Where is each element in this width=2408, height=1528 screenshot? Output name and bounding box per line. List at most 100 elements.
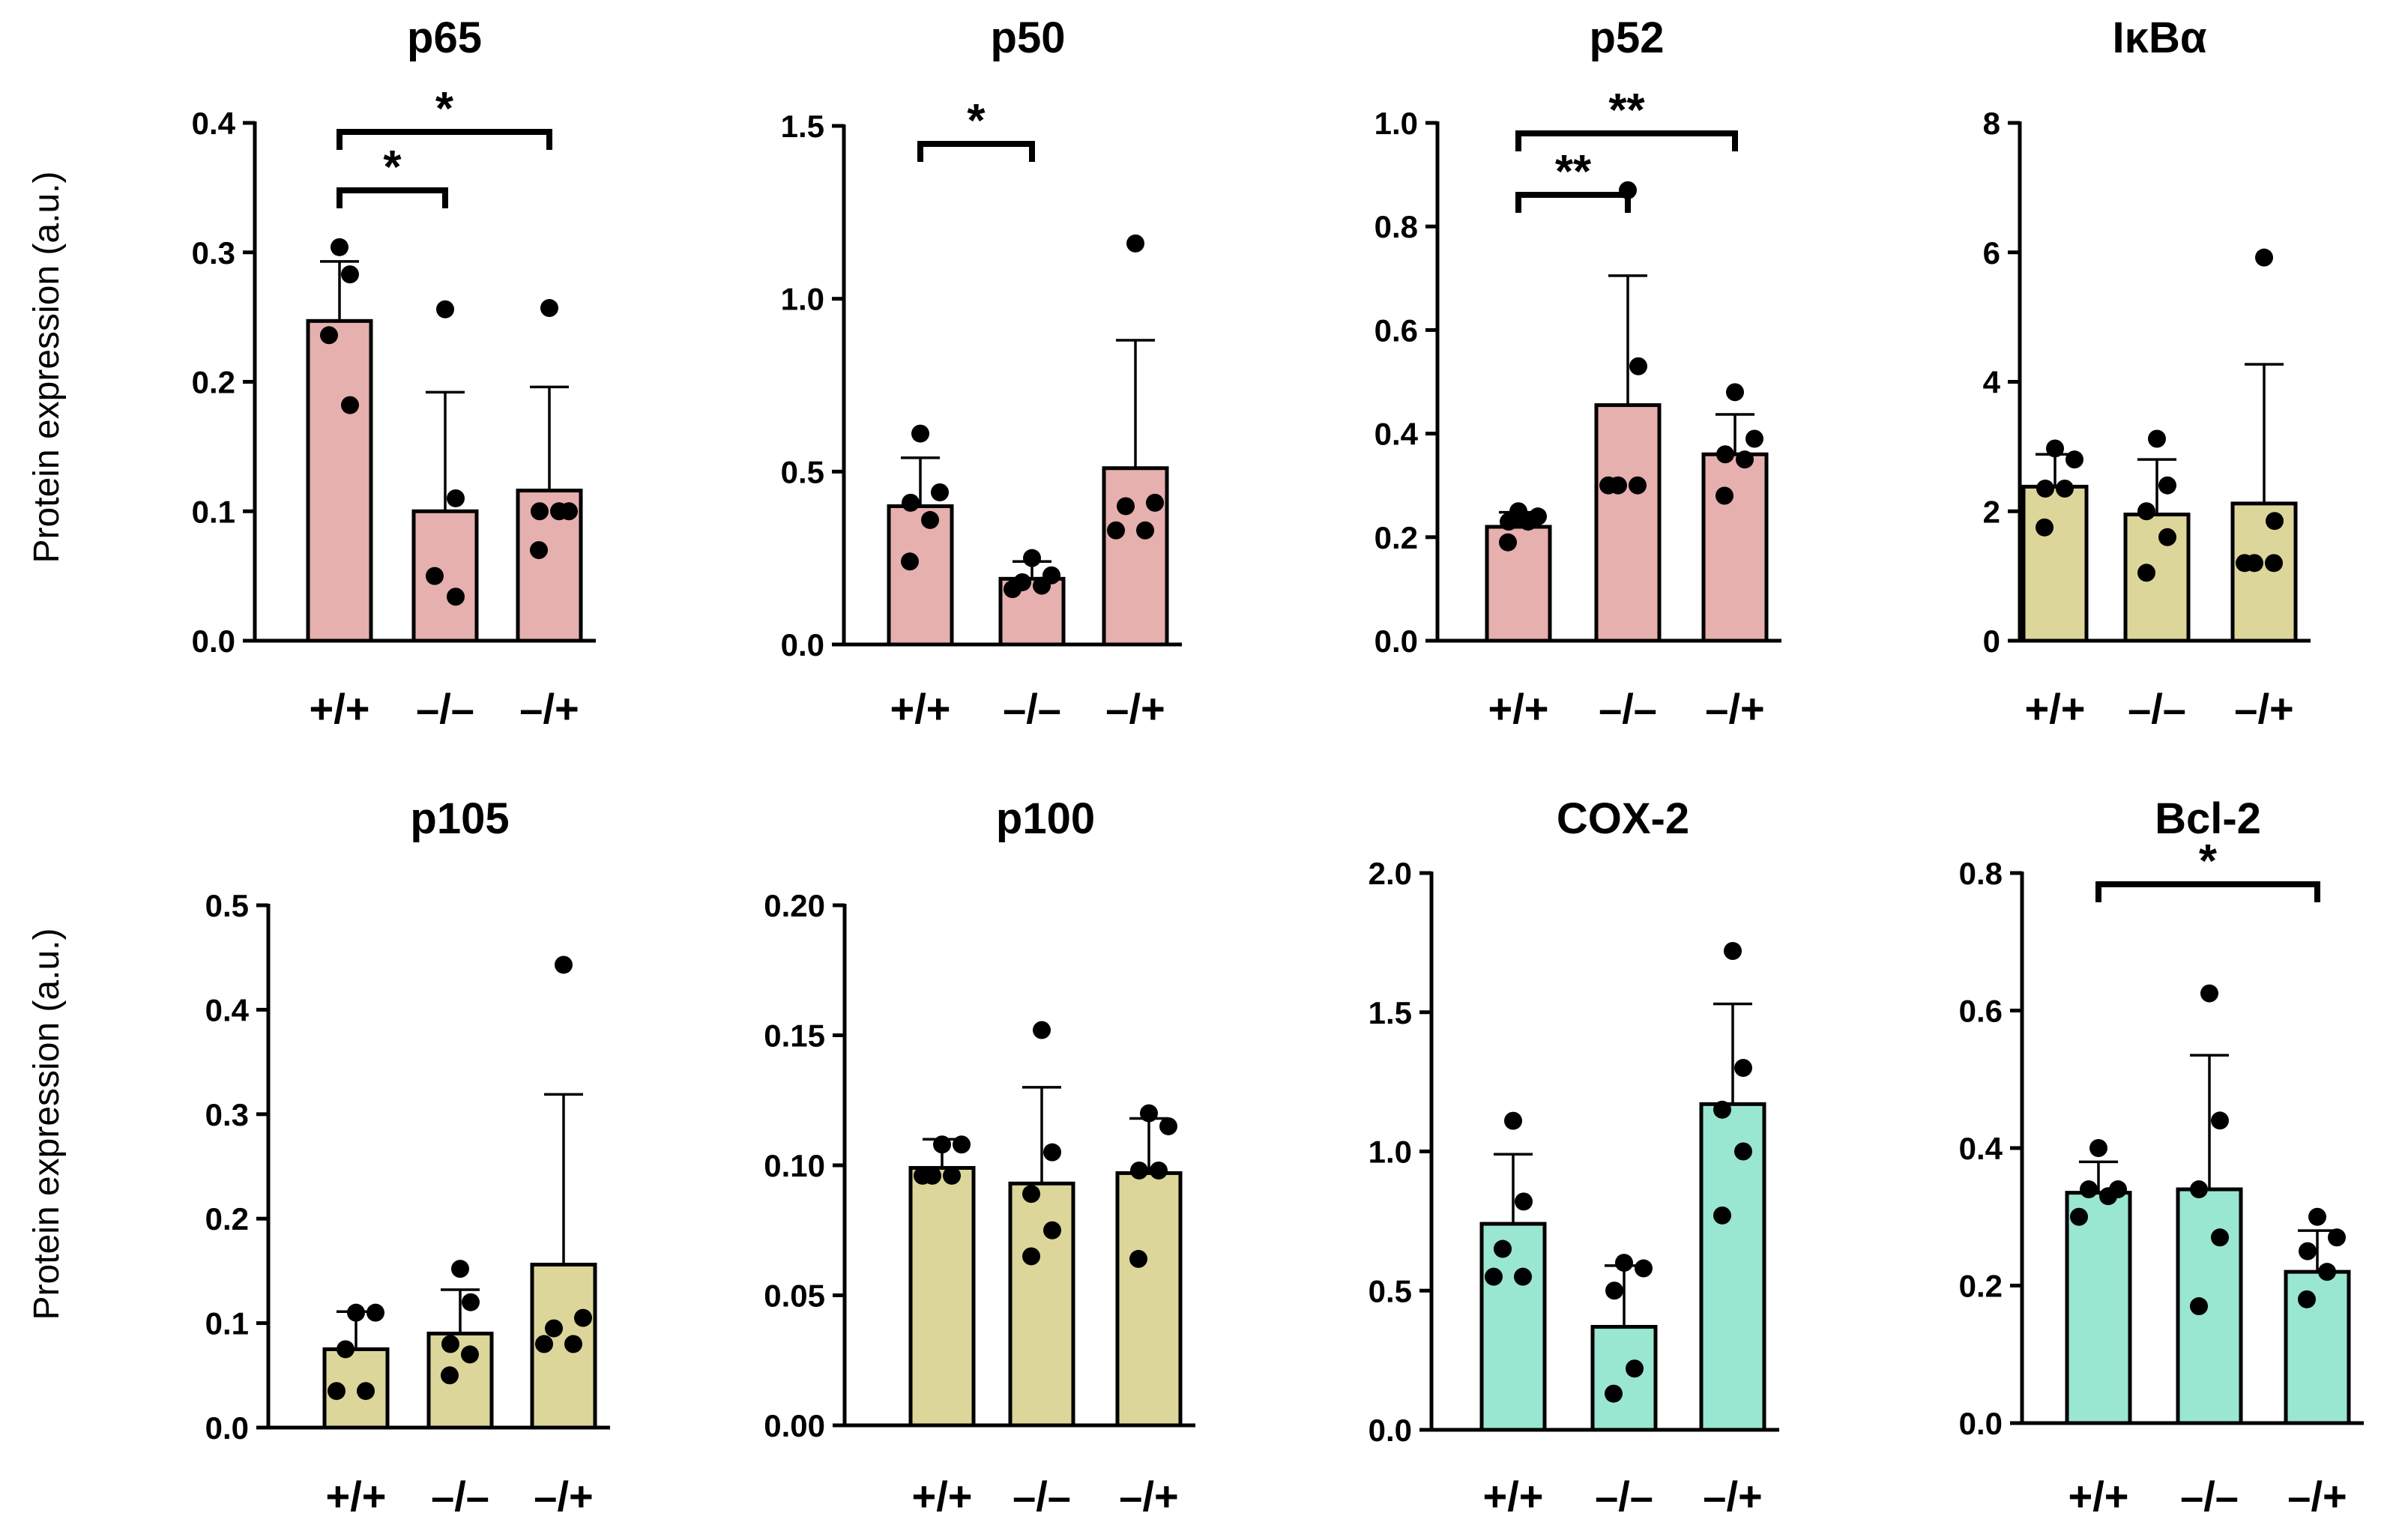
bar xyxy=(411,509,479,643)
data-point xyxy=(341,265,359,284)
data-point xyxy=(535,1335,553,1353)
bar xyxy=(1485,525,1552,643)
data-point xyxy=(341,396,359,414)
data-point xyxy=(2099,1187,2117,1206)
y-tick-label: 0.10 xyxy=(764,1148,825,1183)
category-label: –/+ xyxy=(1705,685,1764,732)
y-tick-label: 0.20 xyxy=(764,888,825,923)
data-point xyxy=(540,299,558,318)
bar xyxy=(2065,1191,2132,1425)
y-tick-label: 0.5 xyxy=(205,888,249,923)
data-point xyxy=(1004,580,1022,599)
data-point xyxy=(2148,429,2166,448)
category-label: –/+ xyxy=(519,685,579,732)
category-label: –/– xyxy=(1013,1473,1071,1520)
y-axis-label-top: Protein expression (a.u.) xyxy=(27,172,67,564)
data-point xyxy=(2200,984,2218,1003)
data-point xyxy=(931,483,949,502)
bar xyxy=(1008,1181,1075,1428)
data-point xyxy=(2036,518,2054,537)
y-tick-label: 0.2 xyxy=(192,365,235,400)
data-point xyxy=(462,1293,480,1311)
bar xyxy=(426,1332,494,1430)
y-tick-label: 0.0 xyxy=(205,1410,249,1446)
bar xyxy=(887,504,954,647)
panel-title: p52 xyxy=(1590,13,1665,62)
data-point xyxy=(347,1303,365,1322)
category-label: +/+ xyxy=(310,685,370,732)
data-point xyxy=(1514,1267,1532,1286)
data-point xyxy=(1713,1100,1731,1119)
y-tick-label: 1.5 xyxy=(781,109,824,144)
panel-p100: p100 0.00 0.05 0.10 0.15 0.20 +/+ –/– –/+ xyxy=(764,794,1195,1520)
category-label: –/+ xyxy=(1119,1473,1178,1520)
y-tick-label: 0.3 xyxy=(192,235,235,271)
panel-title: p105 xyxy=(410,794,509,843)
y-axis-label-bottom: Protein expression (a.u.) xyxy=(27,928,67,1320)
category-label: –/– xyxy=(1003,685,1061,732)
data-point xyxy=(2211,1111,2229,1130)
panel-title: p50 xyxy=(991,13,1066,62)
data-point xyxy=(901,552,919,571)
bar xyxy=(1115,1171,1183,1428)
y-tick-label: 0.0 xyxy=(1959,1406,2003,1441)
y-tick-label: 0.4 xyxy=(1375,417,1419,452)
y-tick-label: 0.0 xyxy=(781,627,824,662)
category-label: –/+ xyxy=(1703,1473,1762,1520)
data-point xyxy=(921,510,939,529)
data-point xyxy=(1724,942,1742,961)
data-point xyxy=(530,541,548,560)
y-tick-label: 0.2 xyxy=(1375,520,1418,555)
y-tick-label: 0.3 xyxy=(205,1097,249,1132)
data-point xyxy=(426,567,444,585)
significance-bracket xyxy=(1515,130,1738,151)
y-tick-label: 1.0 xyxy=(1375,106,1418,141)
data-point xyxy=(320,326,338,345)
y-tick-label: 0.4 xyxy=(192,106,236,141)
data-point xyxy=(545,1319,563,1338)
category-label: –/– xyxy=(1595,1473,1653,1520)
y-tick-label: 2.0 xyxy=(1369,856,1412,891)
data-point xyxy=(461,1345,479,1364)
y-tick-label: 0.6 xyxy=(1375,312,1418,348)
data-point xyxy=(1033,1021,1051,1039)
data-point xyxy=(2255,248,2273,267)
data-point xyxy=(1599,476,1617,495)
y-tick-label: 0.2 xyxy=(1959,1269,2003,1304)
panel-p105: p105 0.0 0.1 0.2 0.3 0.4 0.5 +/+ –/– –/+ xyxy=(205,794,610,1520)
data-point xyxy=(1605,1281,1623,1300)
data-point xyxy=(447,588,465,606)
category-label: +/+ xyxy=(890,685,951,732)
y-tick-label: 0.0 xyxy=(1375,623,1418,659)
y-tick-label: 1.0 xyxy=(1369,1135,1412,1170)
y-tick-label: 2 xyxy=(1983,494,2000,529)
y-tick-label: 1.5 xyxy=(1369,995,1412,1030)
y-tick-label: 4 xyxy=(1983,365,2001,400)
data-point xyxy=(1515,1192,1533,1211)
y-tick-label: 6 xyxy=(1983,235,2000,271)
data-point xyxy=(2299,1242,2317,1260)
data-point xyxy=(2137,502,2155,521)
data-point xyxy=(1126,234,1144,253)
data-point xyxy=(933,1135,951,1154)
data-point xyxy=(2190,1297,2208,1316)
significance-label: ** xyxy=(1555,146,1592,198)
panel-i-b: IκBα 0 2 4 6 8 +/+ –/– –/+ xyxy=(1983,13,2311,732)
data-point xyxy=(914,1166,932,1185)
category-label: +/+ xyxy=(326,1473,387,1520)
bar xyxy=(2284,1269,2351,1425)
category-label: +/+ xyxy=(1483,1473,1544,1520)
data-point xyxy=(2070,1207,2088,1226)
bar xyxy=(1701,452,1769,643)
data-point xyxy=(1716,445,1734,464)
bar xyxy=(306,318,373,643)
data-point xyxy=(1023,549,1041,567)
data-point xyxy=(1022,1247,1040,1266)
category-label: –/+ xyxy=(2234,685,2293,732)
category-label: –/– xyxy=(2180,1473,2239,1520)
category-label: –/– xyxy=(431,1473,489,1520)
bar xyxy=(2123,513,2191,643)
data-point xyxy=(1129,1249,1147,1268)
data-point xyxy=(2266,512,2284,531)
